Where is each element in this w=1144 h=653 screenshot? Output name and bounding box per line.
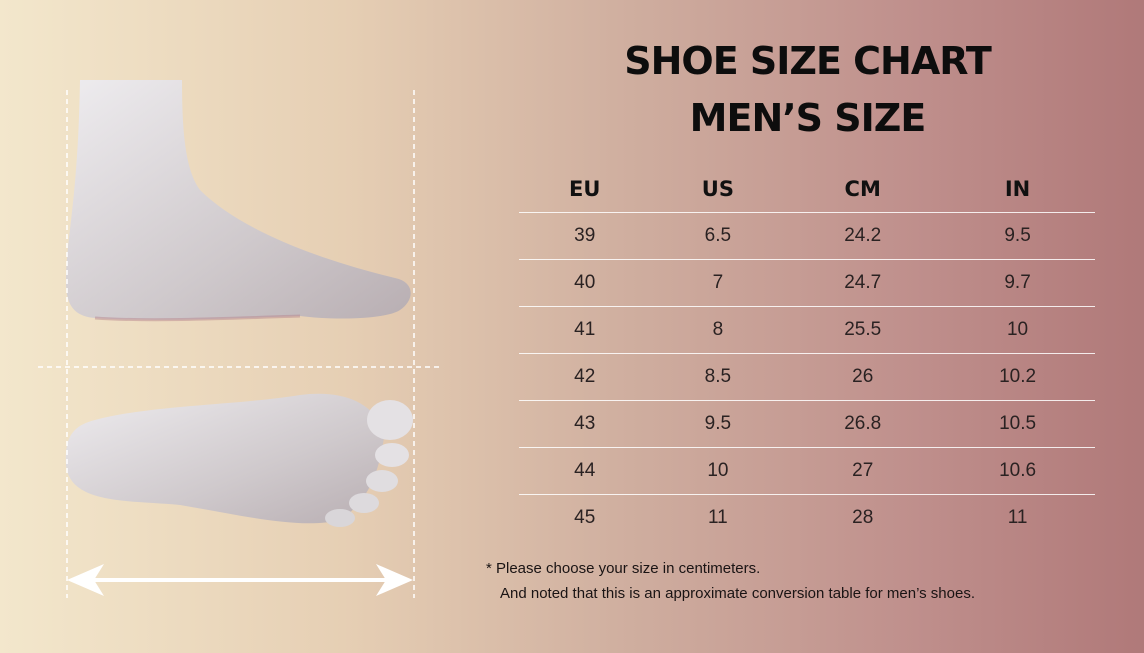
cell-eu: 44 [519,447,651,495]
cell-in: 10 [940,306,1095,354]
cell-cm: 27 [785,447,941,495]
header-eu: EU [519,166,651,213]
table-row: 42 8.5 26 10.2 [519,353,1095,401]
cell-eu: 43 [519,400,651,448]
table-row: 45 11 28 11 [519,494,1095,541]
table-header-row: EU US CM IN [519,166,1095,213]
cell-eu: 42 [519,353,651,401]
cell-us: 7 [650,259,786,307]
cell-eu: 45 [519,494,651,541]
chart-title: SHOE SIZE CHART [624,39,991,83]
table-row: 40 7 24.7 9.7 [519,259,1095,307]
cell-cm: 26.8 [785,400,941,448]
cell-cm: 25.5 [785,306,941,354]
cell-in: 11 [940,494,1095,541]
header-cm: CM [785,166,941,213]
cell-us: 9.5 [650,400,786,448]
cell-cm: 28 [785,494,941,541]
cell-cm: 24.7 [785,259,941,307]
header-us: US [650,166,786,213]
cell-cm: 24.2 [785,212,941,260]
chart-subtitle: MEN’S SIZE [689,96,927,140]
table-row: 39 6.5 24.2 9.5 [519,212,1095,260]
cell-us: 6.5 [650,212,786,260]
cell-in: 10.5 [940,400,1095,448]
size-table: EU US CM IN 39 6.5 24.2 9.5 40 7 24.7 9.7 41 8 25.… [519,166,1095,541]
length-arrow-icon [67,564,413,596]
cell-eu: 40 [519,259,651,307]
note-line-1: * Please choose your size in centimeters… [486,560,761,577]
cell-in: 9.5 [940,212,1095,260]
header-in: IN [940,166,1095,213]
cell-in: 9.7 [940,259,1095,307]
note-line-2: And noted that this is an approximate co… [500,585,975,602]
cell-us: 10 [650,447,786,495]
cell-eu: 41 [519,306,651,354]
foot-measurement-illustration [38,80,442,598]
cell-in: 10.6 [940,447,1095,495]
cell-cm: 26 [785,353,941,401]
measurement-guides [38,90,442,598]
table-row: 41 8 25.5 10 [519,306,1095,354]
bottom-view-foot [65,393,413,527]
cell-eu: 39 [519,212,651,260]
cell-us: 11 [650,494,786,541]
cell-us: 8.5 [650,353,786,401]
cell-us: 8 [650,306,786,354]
table-row: 44 10 27 10.6 [519,447,1095,495]
table-row: 43 9.5 26.8 10.5 [519,400,1095,448]
side-view-foot [66,80,411,322]
cell-in: 10.2 [940,353,1095,401]
